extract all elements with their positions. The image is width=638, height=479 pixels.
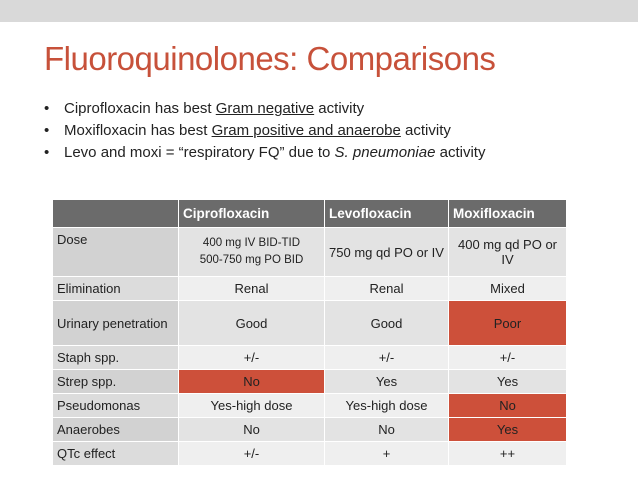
header-levofloxacin: Levofloxacin xyxy=(324,199,449,228)
bullet-item: • Ciprofloxacin has best Gram negative ac… xyxy=(44,98,485,120)
table-cell: +/- xyxy=(448,345,567,370)
bullet-underline: Gram negative xyxy=(215,100,315,117)
table-cell: Yes-high dose xyxy=(178,393,325,418)
row-label: Urinary penetration xyxy=(52,300,179,346)
row-label: Dose xyxy=(52,227,179,277)
bullet-text: activity xyxy=(314,100,365,117)
table-cell: No xyxy=(178,417,325,442)
bullet-text: activity xyxy=(435,144,486,161)
row-label: Staph spp. xyxy=(52,345,179,370)
table-cell: 400 mg IV BID-TID 500-750 mg PO BID xyxy=(178,227,325,277)
row-label: QTc effect xyxy=(52,441,179,466)
bullet-dot-icon: • xyxy=(44,122,50,139)
row-label: Elimination xyxy=(52,276,179,301)
table-cell: Good xyxy=(324,300,449,346)
bullet-underline: Gram positive and anaerobe xyxy=(211,122,401,139)
row-label: Pseudomonas xyxy=(52,393,179,418)
table-cell: +/- xyxy=(178,345,325,370)
table-row: Strep spp. No Yes Yes xyxy=(52,369,567,394)
bullet-item: • Moxifloxacin has best Gram positive and… xyxy=(44,120,485,142)
table-cell: Yes xyxy=(448,369,567,394)
bullet-text: Moxifloxacin has best xyxy=(64,122,212,139)
table-cell: + xyxy=(324,441,449,466)
table-cell: ++ xyxy=(448,441,567,466)
bullet-text: Ciprofloxacin has best xyxy=(64,100,216,117)
table-row: QTc effect +/- + ++ xyxy=(52,441,567,466)
table-row: Elimination Renal Renal Mixed xyxy=(52,276,567,301)
table-cell: No xyxy=(324,417,449,442)
table-cell: Mixed xyxy=(448,276,567,301)
table-cell-highlighted: No xyxy=(448,393,567,418)
table-cell: Renal xyxy=(324,276,449,301)
row-label: Anaerobes xyxy=(52,417,179,442)
table-cell-highlighted: No xyxy=(178,369,325,394)
bullet-italic: S. pneumoniae xyxy=(334,144,436,161)
table-header-row: Ciprofloxacin Levofloxacin Moxifloxacin xyxy=(52,199,567,228)
table-cell: Yes xyxy=(324,369,449,394)
table-cell: Good xyxy=(178,300,325,346)
header-ciprofloxacin: Ciprofloxacin xyxy=(178,199,325,228)
cell-line: 500-750 mg PO BID xyxy=(199,254,304,266)
header-moxifloxacin: Moxifloxacin xyxy=(448,199,567,228)
table-row: Staph spp. +/- +/- +/- xyxy=(52,345,567,370)
table-row: Anaerobes No No Yes xyxy=(52,417,567,442)
bullet-dot-icon: • xyxy=(44,144,50,161)
table-row: Urinary penetration Good Good Poor xyxy=(52,300,567,346)
top-bar xyxy=(0,0,638,22)
bullet-list: • Ciprofloxacin has best Gram negative ac… xyxy=(44,98,485,164)
bullet-text: Levo and moxi = “respiratory FQ” due to xyxy=(64,144,335,161)
table-cell: +/- xyxy=(324,345,449,370)
table-cell: +/- xyxy=(178,441,325,466)
table-row: Dose 400 mg IV BID-TID 500-750 mg PO BID … xyxy=(52,227,567,277)
table-cell: Renal xyxy=(178,276,325,301)
bullet-item: • Levo and moxi = “respiratory FQ” due to… xyxy=(44,142,485,164)
table-cell: 400 mg qd PO or IV xyxy=(448,227,567,277)
header-corner xyxy=(52,199,179,228)
comparison-table: Ciprofloxacin Levofloxacin Moxifloxacin … xyxy=(52,199,567,466)
cell-line: 400 mg IV BID-TID xyxy=(202,237,301,249)
bullet-text: activity xyxy=(400,122,451,139)
slide-title: Fluoroquinolones: Comparisons xyxy=(44,40,496,77)
table-cell: Yes-high dose xyxy=(324,393,449,418)
row-label: Strep spp. xyxy=(52,369,179,394)
bullet-dot-icon: • xyxy=(44,100,50,117)
table-cell: 750 mg qd PO or IV xyxy=(324,227,449,277)
table-cell-highlighted: Poor xyxy=(448,300,567,346)
table-row: Pseudomonas Yes-high dose Yes-high dose … xyxy=(52,393,567,418)
table-cell-highlighted: Yes xyxy=(448,417,567,442)
